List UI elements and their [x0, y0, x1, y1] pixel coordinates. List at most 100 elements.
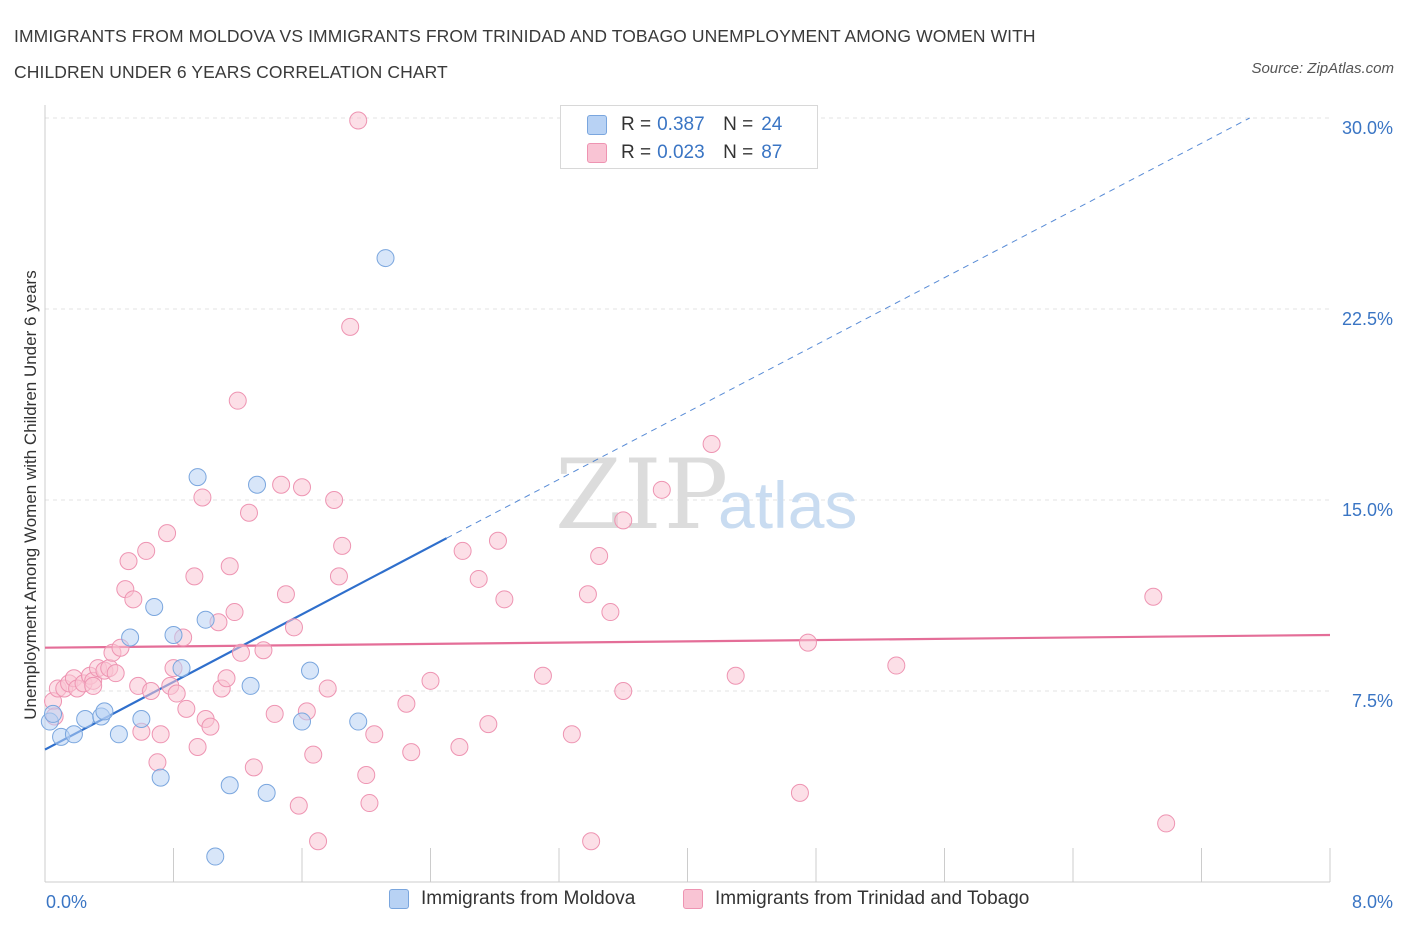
point-trinidad [397, 694, 416, 713]
point-trinidad [272, 475, 291, 494]
point-trinidad [652, 480, 671, 499]
series-name-trinidad: Immigrants from Trinidad and Tobago [715, 888, 1030, 909]
point-trinidad [276, 585, 295, 604]
point-trinidad [798, 633, 817, 652]
point-moldova [145, 597, 164, 616]
point-moldova [301, 661, 320, 680]
point-trinidad [158, 524, 177, 543]
legend-n-value-moldova: 24 [761, 114, 783, 135]
point-trinidad [265, 704, 284, 723]
point-trinidad [239, 503, 258, 522]
point-moldova [151, 768, 170, 787]
point-moldova [220, 776, 239, 795]
point-moldova [132, 710, 151, 729]
point-trinidad [495, 590, 514, 609]
point-trinidad [177, 699, 196, 718]
point-trinidad [309, 832, 328, 851]
point-trinidad [1157, 814, 1176, 833]
point-trinidad [148, 753, 167, 772]
point-moldova [349, 712, 368, 731]
point-trinidad [590, 547, 609, 566]
y-tick-label: 7.5% [1352, 691, 1393, 711]
series-legend-moldova[interactable]: Immigrants from Moldova [389, 888, 635, 910]
x-tick-label: 8.0% [1352, 892, 1393, 912]
point-trinidad [325, 491, 344, 509]
point-trinidad [220, 557, 239, 576]
y-axis-label: Unemployment Among Women with Children U… [21, 270, 40, 720]
axes [44, 105, 1331, 883]
point-trinidad [167, 684, 186, 703]
point-trinidad [119, 552, 138, 571]
point-moldova [44, 704, 63, 723]
series-legend-trinidad[interactable]: Immigrants from Trinidad and Tobago [683, 888, 1029, 910]
series-swatch-moldova [389, 889, 409, 909]
point-trinidad [578, 585, 597, 604]
point-trinidad [333, 536, 352, 555]
y-tick-label: 30.0% [1342, 118, 1393, 138]
point-trinidad [702, 434, 721, 453]
legend-n-value-trinidad: 87 [761, 142, 783, 163]
point-moldova [293, 712, 311, 731]
point-trinidad [137, 541, 156, 560]
point-trinidad [124, 590, 143, 609]
point-trinidad [142, 682, 161, 700]
point-trinidad [185, 567, 204, 586]
point-trinidad [488, 531, 507, 550]
y-tick-label: 22.5% [1342, 309, 1393, 329]
chart-title-line-1: IMMIGRANTS FROM MOLDOVA VS IMMIGRANTS FR… [14, 26, 1036, 46]
point-trinidad [341, 317, 360, 336]
legend-r-label: R = [621, 142, 652, 163]
legend-n-label: N = [723, 114, 754, 135]
point-trinidad [349, 111, 368, 130]
legend-r-label: R = [621, 114, 652, 135]
point-trinidad [151, 725, 170, 744]
y-tick-label: 15.0% [1342, 500, 1393, 520]
point-moldova [172, 659, 191, 678]
watermark-atlas: atlas [718, 468, 857, 542]
point-trinidad [726, 666, 745, 685]
series-swatch-trinidad [683, 889, 703, 909]
legend-r-value-trinidad: 0.023 [657, 142, 705, 163]
point-trinidad [84, 676, 103, 695]
point-trinidad [582, 832, 601, 851]
point-trinidad [318, 679, 337, 698]
point-trinidad [421, 671, 440, 690]
point-trinidad [193, 488, 212, 507]
point-trinidad [360, 794, 379, 813]
point-trinidad [201, 717, 220, 736]
correlation-legend: R = 0.387 N = 24 R = 0.023 N = 87 [560, 105, 818, 169]
point-trinidad [188, 738, 207, 757]
point-moldova [241, 676, 260, 695]
point-moldova [188, 468, 207, 487]
point-moldova [164, 625, 183, 644]
point-trinidad [289, 796, 308, 815]
chart-title-line-2: CHILDREN UNDER 6 YEARS CORRELATION CHART [14, 62, 448, 82]
x-tick-label: 0.0% [46, 892, 87, 912]
point-trinidad [614, 511, 633, 530]
point-trinidad [614, 682, 633, 700]
point-trinidad [217, 669, 236, 688]
point-trinidad [254, 641, 273, 660]
watermark: ZIP atlas [555, 439, 857, 551]
point-trinidad [357, 766, 376, 785]
point-trinidad [284, 618, 303, 637]
series-name-moldova: Immigrants from Moldova [421, 888, 636, 909]
point-trinidad [365, 725, 384, 744]
point-trinidad [231, 643, 250, 662]
point-trinidad [293, 478, 311, 497]
point-trinidad [244, 758, 263, 777]
legend-r-value-moldova: 0.387 [657, 114, 705, 135]
point-moldova [257, 783, 276, 802]
point-trinidad [450, 738, 469, 757]
legend-n-label: N = [723, 142, 754, 163]
point-moldova [64, 725, 83, 744]
point-trinidad [601, 603, 620, 622]
legend-row-trinidad: R = 0.023 N = 87 [587, 141, 782, 165]
point-trinidad [453, 541, 472, 560]
point-moldova [109, 725, 128, 744]
point-trinidad [329, 567, 348, 586]
chart-title: IMMIGRANTS FROM MOLDOVA VS IMMIGRANTS FR… [14, 18, 1164, 90]
tick-labels: 7.5% 15.0% 22.5% 30.0% 0.0% 8.0% [46, 118, 1393, 912]
point-trinidad [228, 391, 247, 410]
